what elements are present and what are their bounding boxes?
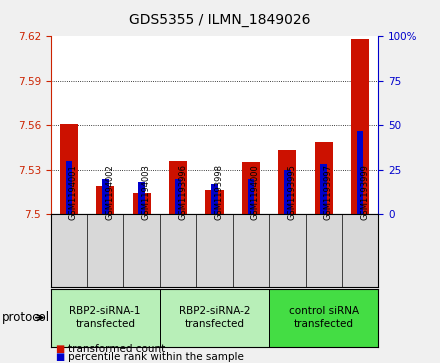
Bar: [357, 131, 363, 214]
Bar: [175, 179, 181, 214]
Text: GSM1193995: GSM1193995: [287, 164, 297, 220]
Bar: [211, 184, 218, 214]
Bar: [60, 124, 78, 214]
Bar: [132, 193, 151, 214]
Text: RBP2-siRNA-2
transfected: RBP2-siRNA-2 transfected: [179, 306, 250, 329]
Text: GSM1193997: GSM1193997: [324, 164, 333, 220]
Text: protocol: protocol: [2, 311, 50, 324]
Bar: [96, 186, 114, 214]
Bar: [269, 289, 378, 347]
Bar: [160, 289, 269, 347]
Bar: [351, 39, 369, 214]
Text: GSM1194000: GSM1194000: [251, 164, 260, 220]
Text: transformed count: transformed count: [68, 344, 165, 354]
Bar: [205, 191, 224, 214]
Text: GSM1194002: GSM1194002: [105, 164, 114, 220]
Text: GSM1194003: GSM1194003: [142, 164, 150, 220]
Bar: [278, 150, 297, 214]
Bar: [102, 179, 109, 214]
Bar: [66, 161, 72, 214]
Bar: [284, 170, 291, 214]
Text: GSM1193998: GSM1193998: [215, 164, 224, 220]
Bar: [242, 162, 260, 214]
Text: percentile rank within the sample: percentile rank within the sample: [68, 352, 244, 362]
Bar: [51, 289, 160, 347]
Text: GSM1193996: GSM1193996: [178, 164, 187, 220]
Text: GDS5355 / ILMN_1849026: GDS5355 / ILMN_1849026: [129, 13, 311, 27]
Bar: [169, 161, 187, 214]
Text: ■: ■: [55, 344, 64, 354]
Bar: [320, 164, 327, 214]
Bar: [315, 142, 333, 214]
Bar: [248, 179, 254, 214]
Text: GSM1194001: GSM1194001: [69, 164, 78, 220]
Text: GSM1193999: GSM1193999: [360, 164, 369, 220]
Text: control siRNA
transfected: control siRNA transfected: [289, 306, 359, 329]
Text: ■: ■: [55, 352, 64, 362]
Text: RBP2-siRNA-1
transfected: RBP2-siRNA-1 transfected: [70, 306, 141, 329]
Bar: [138, 182, 145, 214]
